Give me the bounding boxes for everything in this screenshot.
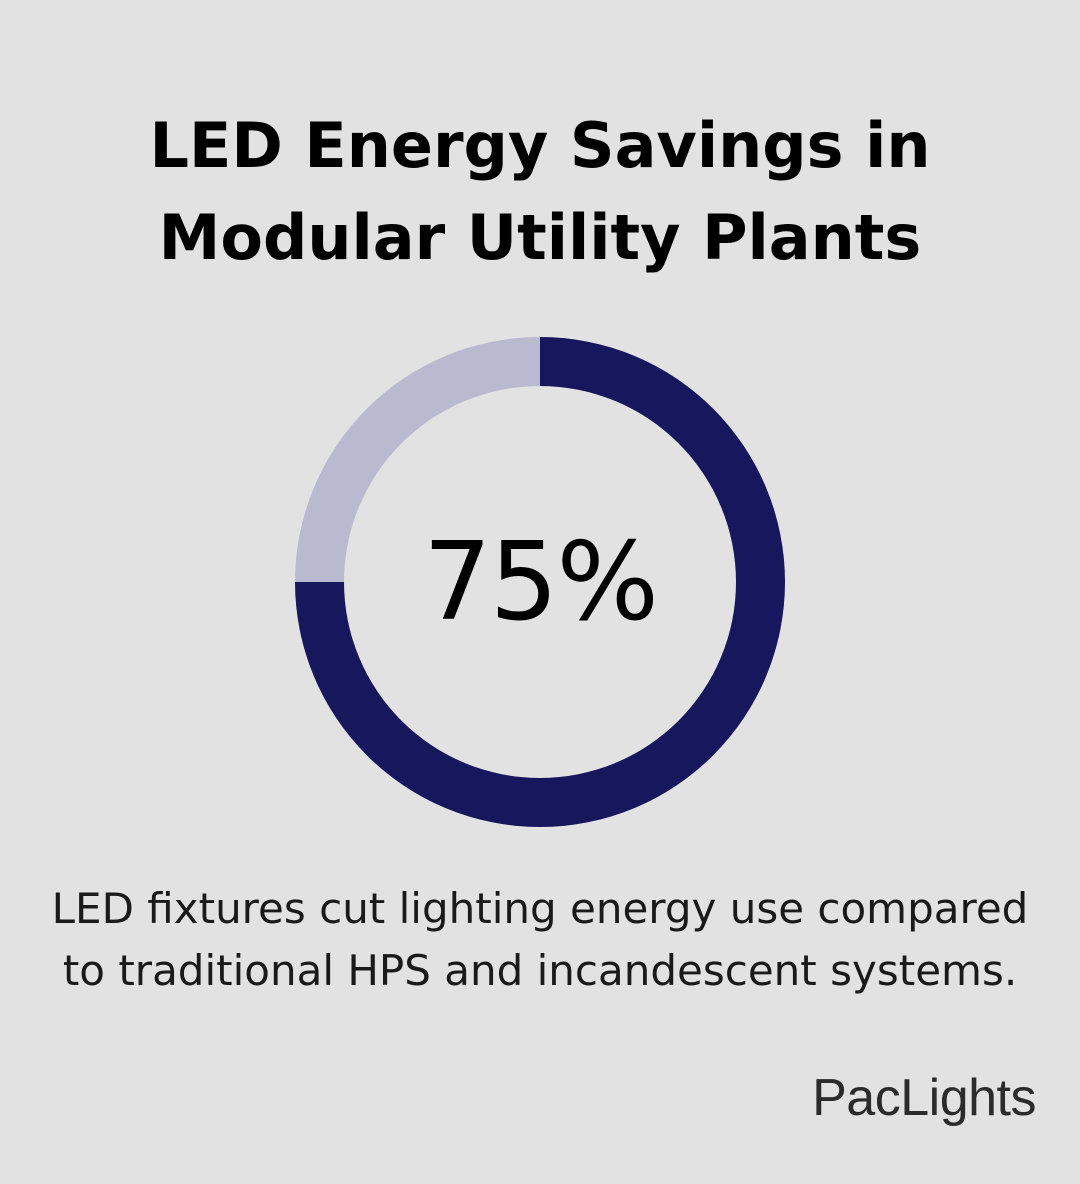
chart-title-line-2: Modular Utility Plants <box>158 201 922 274</box>
chart-caption-line-1: LED fixtures cut lighting energy use com… <box>51 884 1029 933</box>
chart-title-line-1: LED Energy Savings in <box>149 109 931 182</box>
chart-caption: LED fixtures cut lighting energy use com… <box>0 878 1080 1002</box>
chart-title: LED Energy Savings in Modular Utility Pl… <box>0 100 1080 284</box>
chart-caption-line-2: to traditional HPS and incandescent syst… <box>62 946 1018 995</box>
donut-slice-remainder <box>295 337 540 582</box>
donut-chart: 75% <box>290 332 790 832</box>
donut-center-value: 75% <box>422 519 659 645</box>
donut-chart-svg <box>295 337 785 827</box>
paclights-logo: PacLights <box>812 1069 1036 1127</box>
